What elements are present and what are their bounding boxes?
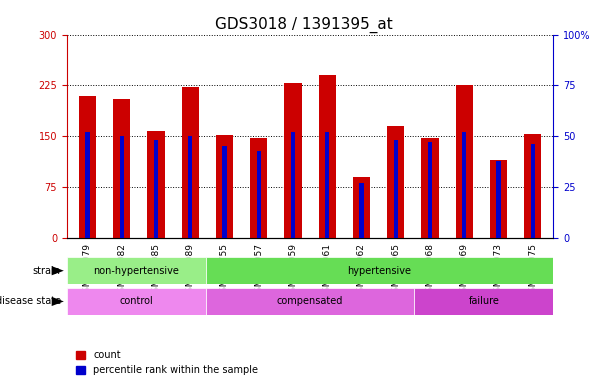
Bar	[387, 126, 404, 238]
Text: disease state: disease state	[0, 296, 61, 306]
Bar	[223, 147, 227, 238]
Bar	[531, 144, 535, 238]
Bar	[291, 132, 295, 238]
Bar	[490, 160, 507, 238]
Bar	[113, 99, 130, 238]
Bar	[428, 142, 432, 238]
Bar	[524, 134, 541, 238]
Bar	[154, 141, 158, 238]
Text: GDS3018 / 1391395_at: GDS3018 / 1391395_at	[215, 17, 393, 33]
Text: compensated: compensated	[277, 296, 344, 306]
Bar	[250, 138, 268, 238]
Bar	[353, 177, 370, 238]
Polygon shape	[52, 297, 64, 306]
Bar	[455, 86, 473, 238]
Bar	[285, 83, 302, 238]
Bar	[216, 135, 233, 238]
Bar	[182, 88, 199, 238]
Bar	[496, 161, 500, 238]
Bar	[359, 183, 364, 238]
Polygon shape	[52, 266, 64, 275]
FancyBboxPatch shape	[414, 288, 553, 315]
Bar	[85, 132, 89, 238]
Bar	[257, 151, 261, 238]
Bar	[462, 132, 466, 238]
Text: non-hypertensive: non-hypertensive	[94, 266, 179, 276]
FancyBboxPatch shape	[206, 288, 414, 315]
FancyBboxPatch shape	[67, 288, 206, 315]
Text: strain: strain	[33, 266, 61, 276]
Bar	[325, 132, 330, 238]
FancyBboxPatch shape	[67, 257, 206, 284]
Bar	[188, 136, 192, 238]
Text: control: control	[120, 296, 153, 306]
Bar	[147, 131, 165, 238]
Bar	[79, 96, 96, 238]
Bar	[319, 75, 336, 238]
Text: failure: failure	[468, 296, 499, 306]
Bar	[120, 136, 124, 238]
Text: hypertensive: hypertensive	[348, 266, 412, 276]
Legend: count, percentile rank within the sample: count, percentile rank within the sample	[72, 346, 262, 379]
Bar	[393, 141, 398, 238]
Bar	[421, 138, 438, 238]
FancyBboxPatch shape	[206, 257, 553, 284]
